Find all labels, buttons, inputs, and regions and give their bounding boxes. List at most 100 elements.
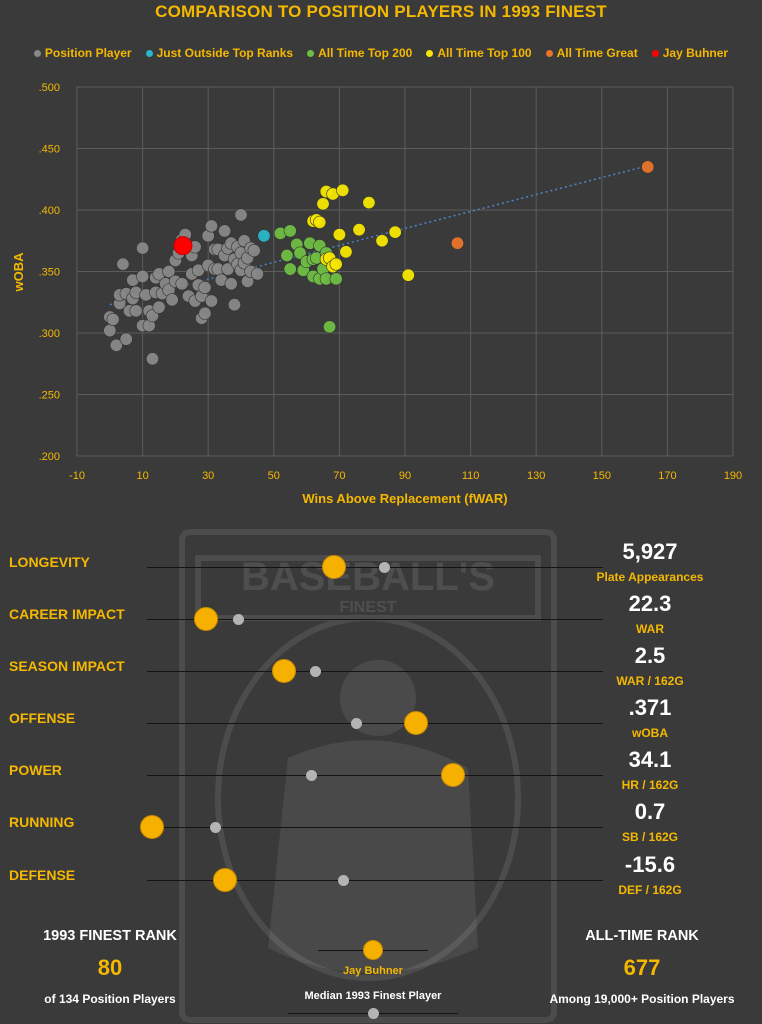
y-tick-label: .500 bbox=[39, 82, 60, 94]
metric-track bbox=[147, 671, 603, 672]
data-point bbox=[129, 304, 143, 318]
key-player-label: Jay Buhner bbox=[343, 965, 403, 977]
legend-marker bbox=[545, 49, 553, 57]
data-point bbox=[293, 246, 307, 260]
legend-item-all-time-great: All Time Great bbox=[545, 46, 638, 60]
legend-label: Jay Buhner bbox=[662, 46, 729, 60]
data-point bbox=[247, 244, 261, 258]
data-point bbox=[283, 262, 297, 276]
data-point bbox=[316, 197, 330, 211]
median-marker bbox=[232, 613, 244, 625]
data-point bbox=[204, 294, 218, 308]
metric-label: SEASON IMPACT bbox=[9, 658, 125, 674]
data-point bbox=[323, 320, 337, 334]
x-tick-label: 50 bbox=[268, 470, 280, 482]
metric-value: 22.3 bbox=[628, 591, 672, 616]
data-point bbox=[401, 268, 415, 282]
metric-label: LONGEVITY bbox=[9, 554, 90, 570]
data-point bbox=[103, 324, 117, 338]
y-tick-label: .300 bbox=[39, 328, 60, 340]
x-tick-label: 130 bbox=[527, 470, 545, 482]
median-marker bbox=[351, 717, 363, 729]
key-median-label: Median 1993 Finest Player bbox=[304, 990, 442, 1002]
alltime-rank-subtitle: Among 19,000+ Position Players bbox=[549, 992, 735, 1006]
median-marker bbox=[310, 665, 322, 677]
data-point bbox=[283, 224, 297, 238]
chart-title: COMPARISON TO POSITION PLAYERS IN 1993 F… bbox=[155, 2, 607, 21]
metric-value: 5,927 bbox=[622, 539, 678, 564]
data-point bbox=[198, 280, 212, 294]
legend-item-jay-buhner: Jay Buhner bbox=[651, 46, 729, 60]
metric-label: DEFENSE bbox=[9, 867, 76, 883]
legend-marker bbox=[33, 49, 41, 57]
key-median-dot bbox=[367, 1007, 379, 1019]
x-tick-label: 110 bbox=[462, 470, 480, 482]
median-marker bbox=[305, 769, 317, 781]
player-marker bbox=[404, 711, 429, 735]
y-tick-label: .400 bbox=[39, 205, 60, 217]
y-tick-label: .250 bbox=[39, 390, 60, 402]
x-tick-label: 170 bbox=[658, 470, 676, 482]
data-point bbox=[136, 241, 150, 255]
legend-marker bbox=[426, 49, 434, 57]
finest-rank-value: 80 bbox=[97, 955, 123, 980]
metric-track bbox=[147, 827, 603, 828]
data-point bbox=[234, 208, 248, 222]
data-point bbox=[339, 245, 353, 259]
data-point bbox=[173, 236, 193, 256]
player-marker bbox=[271, 659, 296, 683]
metric-label: OFFENSE bbox=[9, 710, 76, 726]
logo-watermark-text: BASEBALL'S bbox=[241, 555, 495, 599]
data-point bbox=[257, 229, 271, 243]
metric-value: 2.5 bbox=[634, 643, 666, 668]
player-marker bbox=[194, 607, 219, 631]
metric-unit: WAR bbox=[636, 622, 664, 636]
y-tick-label: .200 bbox=[39, 451, 60, 463]
data-point bbox=[119, 332, 133, 346]
y-axis-label: wOBA bbox=[11, 252, 26, 293]
legend-label: Position Player bbox=[44, 46, 132, 60]
legend-label: Just Outside Top Ranks bbox=[156, 46, 294, 60]
x-axis-label: Wins Above Replacement (fWAR) bbox=[302, 491, 507, 506]
data-point bbox=[224, 277, 238, 291]
data-point bbox=[204, 219, 218, 233]
data-point bbox=[109, 338, 123, 352]
median-marker bbox=[378, 561, 390, 573]
player-marker bbox=[139, 815, 164, 839]
legend-label: All Time Top 200 bbox=[318, 46, 413, 60]
legend-item-top-100: All Time Top 100 bbox=[426, 46, 532, 60]
baseballs-finest-logo-watermark: BASEBALL'S FINEST bbox=[179, 529, 557, 1023]
metric-track bbox=[147, 619, 603, 620]
data-point bbox=[175, 277, 189, 291]
data-point bbox=[332, 228, 346, 242]
data-point bbox=[145, 352, 159, 366]
data-point bbox=[388, 225, 402, 239]
data-point bbox=[218, 224, 232, 238]
metric-label: POWER bbox=[9, 762, 62, 778]
y-tick-label: .450 bbox=[39, 144, 60, 156]
chart-grid bbox=[76, 86, 734, 457]
metric-value: -15.6 bbox=[624, 852, 676, 877]
data-point bbox=[280, 249, 294, 263]
scatter-points bbox=[103, 160, 655, 366]
metric-value: .371 bbox=[628, 695, 672, 720]
median-marker bbox=[337, 874, 349, 886]
data-point bbox=[641, 160, 655, 174]
x-tick-label: 190 bbox=[724, 470, 742, 482]
data-point bbox=[227, 298, 241, 312]
data-point bbox=[362, 196, 376, 210]
metric-unit: HR / 162G bbox=[621, 778, 679, 792]
data-point bbox=[329, 272, 343, 286]
player-marker bbox=[212, 868, 237, 892]
axis-ticks: -10 10 30 50 70 90 110 130 150 170 190 .200 .250 .300… bbox=[39, 82, 743, 482]
data-point bbox=[313, 215, 327, 229]
median-marker bbox=[209, 821, 221, 833]
data-point bbox=[116, 257, 130, 271]
data-point bbox=[250, 267, 264, 281]
metric-track bbox=[147, 567, 603, 568]
finest-rank-label: 1993 FINEST RANK bbox=[43, 928, 177, 944]
x-tick-label: 150 bbox=[593, 470, 611, 482]
player-marker bbox=[440, 763, 465, 787]
data-point bbox=[136, 269, 150, 283]
finest-rank-subtitle: of 134 Position Players bbox=[44, 992, 176, 1006]
